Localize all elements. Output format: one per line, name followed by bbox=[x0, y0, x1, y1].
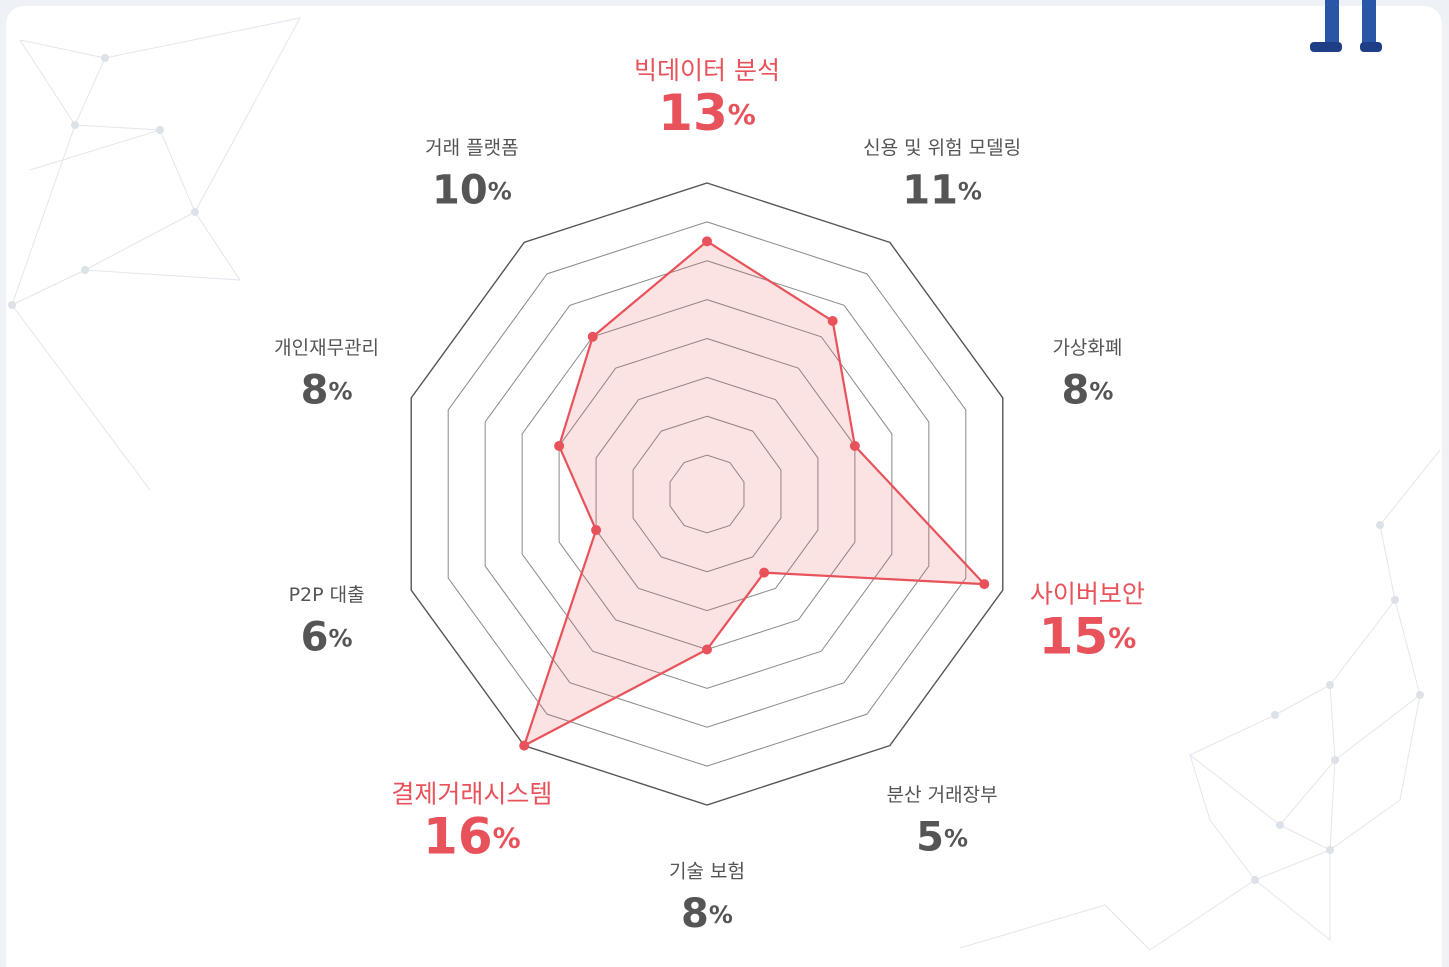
data-point bbox=[702, 645, 712, 655]
data-point bbox=[828, 316, 838, 326]
category-label: 거래 플랫폼 bbox=[425, 137, 518, 159]
data-point bbox=[702, 236, 712, 246]
category-label: 빅데이터 분석 bbox=[634, 56, 780, 85]
data-point bbox=[554, 441, 564, 451]
data-point bbox=[850, 441, 860, 451]
chart: 빅데이터 분석13%신용 및 위험 모델링11%가상화폐8%사이버보안15%분산… bbox=[0, 0, 1449, 967]
category-label: 사이버보안 bbox=[1030, 580, 1145, 609]
data-point bbox=[519, 741, 529, 751]
category-label: 결제거래시스템 bbox=[391, 780, 552, 809]
category-label: 가상화폐 bbox=[1052, 337, 1122, 359]
category-label: 분산 거래장부 bbox=[887, 784, 998, 806]
data-point bbox=[591, 525, 601, 535]
category-label: 기술 보험 bbox=[669, 861, 745, 883]
data-point bbox=[588, 332, 598, 342]
category-label: 신용 및 위험 모델링 bbox=[863, 137, 1021, 159]
data-point bbox=[979, 579, 989, 589]
category-label: 개인재무관리 bbox=[274, 337, 379, 359]
category-label: P2P 대출 bbox=[289, 584, 365, 606]
data-point bbox=[759, 568, 769, 578]
